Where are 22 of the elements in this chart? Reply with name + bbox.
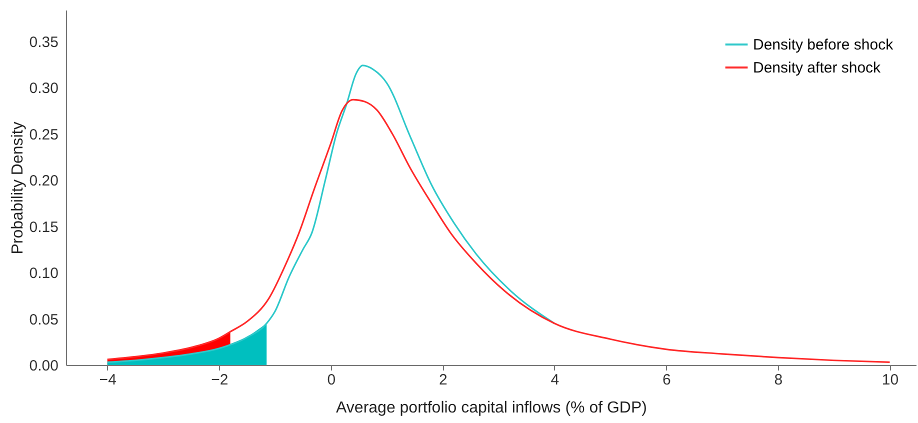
y-tick-label: 0.05 — [29, 311, 58, 328]
y-axis-title: Probability Density — [9, 122, 26, 254]
y-tick-label: 0.35 — [29, 34, 58, 51]
legend-label: Density after shock — [753, 60, 882, 76]
y-tick-label: 0.30 — [29, 80, 58, 98]
x-tick-label: 10 — [882, 372, 899, 388]
y-tick-label: 0.00 — [29, 358, 58, 374]
x-tick-label: 0 — [327, 372, 336, 388]
x-tick-label: −2 — [211, 372, 228, 388]
x-axis-title: Average portfolio capital inflows (% of GDP) — [336, 400, 647, 416]
x-tick-label: 8 — [774, 372, 783, 388]
y-tick-label: 0.10 — [29, 265, 58, 282]
x-tick-label: −4 — [99, 372, 116, 388]
y-tick-label: 0.25 — [29, 126, 58, 144]
x-tick-label: 4 — [550, 372, 560, 388]
legend-label: Density before shock — [753, 36, 894, 54]
x-tick-label: 6 — [662, 372, 671, 388]
line-series — [106, 98, 891, 364]
y-tick-label: 0.20 — [29, 172, 58, 190]
y-tick-label: 0.15 — [29, 218, 58, 236]
x-tick-label: 2 — [438, 372, 448, 388]
line-series — [106, 64, 556, 364]
